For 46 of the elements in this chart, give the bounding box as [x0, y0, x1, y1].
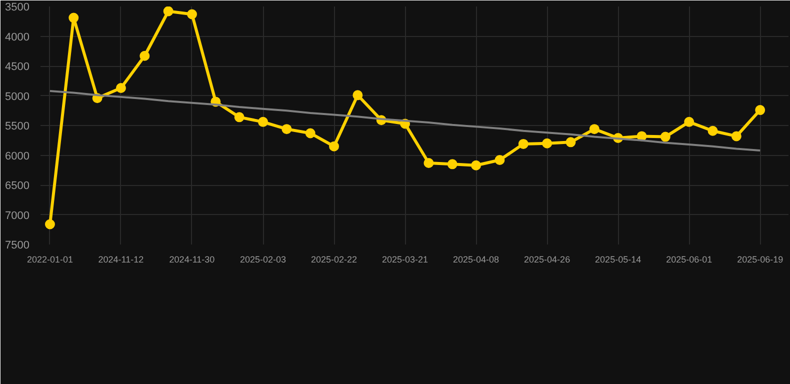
x-tick-label: 2025-02-03 [240, 254, 286, 264]
x-tick-label: 2025-04-26 [524, 254, 570, 264]
point [494, 155, 505, 165]
point [542, 138, 552, 148]
x-tick-label: 2022-01-01 [26, 254, 73, 264]
y-tick-label: 6000 [5, 150, 30, 162]
point [282, 124, 292, 134]
point [660, 132, 670, 142]
point [755, 105, 766, 116]
point [305, 128, 316, 138]
y-tick-label: 4000 [5, 31, 30, 44]
y-tick-label: 4500 [5, 61, 30, 73]
y-tick-label: 5000 [5, 90, 30, 103]
point [589, 124, 600, 134]
x-tick-label: 2024-11-12 [98, 254, 144, 264]
point [424, 158, 434, 168]
x-tick-label: 2025-06-19 [737, 254, 784, 264]
y-tick-label: 7500 [5, 240, 30, 252]
point [329, 141, 340, 152]
point [518, 138, 528, 149]
y-tick-label: 6500 [5, 180, 30, 192]
x-tick-label: 2025-06-01 [666, 254, 712, 264]
line-series [48, 90, 762, 152]
point [566, 137, 576, 148]
y-tick-label: 7000 [5, 210, 30, 222]
point [684, 116, 694, 127]
point [163, 6, 174, 16]
point [708, 126, 718, 136]
x-tick-label: 2025-03-21 [382, 254, 428, 264]
point [471, 160, 482, 170]
point [116, 83, 126, 94]
point [258, 116, 268, 127]
point [68, 12, 79, 23]
point [731, 131, 742, 142]
point [234, 112, 244, 122]
point [140, 50, 150, 61]
point [186, 9, 197, 20]
point [44, 219, 55, 230]
x-tick-label: 2025-05-14 [595, 254, 642, 264]
x-tick-label: 2025-02-22 [311, 254, 358, 264]
point [447, 159, 458, 170]
y-tick-label: 3500 [5, 2, 30, 14]
x-tick-label: 2025-04-08 [453, 254, 500, 264]
x-tick-label: 2024-11-30 [169, 254, 215, 264]
y-tick-label: 5500 [5, 120, 30, 132]
point [352, 90, 363, 100]
